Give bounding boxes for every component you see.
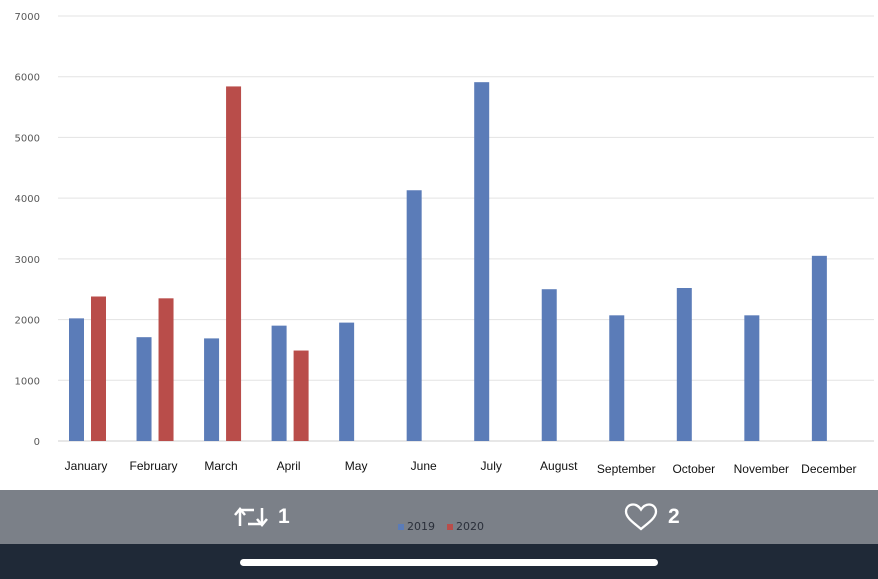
x-tick-label: January <box>65 459 108 473</box>
bar-2019-february <box>136 337 152 441</box>
bar-2019-january <box>69 318 84 441</box>
x-tick-label: July <box>481 459 502 473</box>
retweet-icon <box>234 507 268 527</box>
x-tick-label: August <box>540 459 578 473</box>
x-tick-label: April <box>277 459 301 473</box>
home-indicator[interactable] <box>240 559 658 566</box>
x-tick-label: October <box>672 462 715 476</box>
y-tick-label: 7000 <box>15 12 40 23</box>
legend-swatch-2020 <box>447 523 453 530</box>
legend-swatch-2019 <box>398 523 404 530</box>
bar-2019-october <box>676 288 692 441</box>
bar-2020-january <box>91 296 106 441</box>
legend-item-2020: 2020 <box>447 520 484 533</box>
retweet-count: 1 <box>278 505 290 528</box>
bar-2019-july <box>474 82 490 441</box>
heart-icon <box>624 503 658 531</box>
x-tick-label: June <box>411 459 437 473</box>
legend-label-2019: 2019 <box>407 520 435 533</box>
y-tick-label: 6000 <box>15 73 40 84</box>
y-tick-label: 5000 <box>15 133 40 144</box>
like-button[interactable]: 2 <box>624 502 680 532</box>
bar-2020-april <box>293 350 309 441</box>
x-tick-label: September <box>597 462 656 476</box>
x-tick-label: November <box>734 462 789 476</box>
bar-2019-august <box>541 289 557 441</box>
x-tick-label: May <box>345 459 368 473</box>
y-tick-label: 3000 <box>15 255 40 266</box>
bar-2019-december <box>811 255 827 441</box>
retweet-button[interactable]: 1 <box>234 502 290 532</box>
x-tick-label: March <box>204 459 237 473</box>
bar-2020-march <box>226 86 242 441</box>
bar-2019-june <box>406 190 422 441</box>
x-tick-label: December <box>801 462 856 476</box>
bar-2019-march <box>204 338 220 441</box>
system-bottom-bar <box>0 544 878 579</box>
y-tick-label: 2000 <box>15 316 40 327</box>
bar-chart: 0 1000 2000 3000 4000 5000 6000 7000 January Feb… <box>15 12 874 476</box>
legend-label-2020: 2020 <box>456 520 484 533</box>
like-count: 2 <box>668 505 680 528</box>
bar-2019-april <box>271 325 287 441</box>
y-tick-label: 4000 <box>15 194 40 205</box>
y-tick-label: 0 <box>34 437 40 448</box>
bar-2019-september <box>609 315 625 441</box>
chart-canvas: 0 1000 2000 3000 4000 5000 6000 7000 January Feb… <box>15 12 874 476</box>
x-tick-label: February <box>130 459 178 473</box>
bar-2019-may <box>339 322 355 441</box>
y-tick-label: 1000 <box>15 376 40 387</box>
tweet-action-bar: 1 2 <box>0 490 878 544</box>
bar-2019-november <box>744 315 760 441</box>
legend-item-2019: 2019 <box>398 520 435 533</box>
chart-legend: 2019 2020 <box>398 520 484 533</box>
bar-2020-february <box>158 298 174 441</box>
